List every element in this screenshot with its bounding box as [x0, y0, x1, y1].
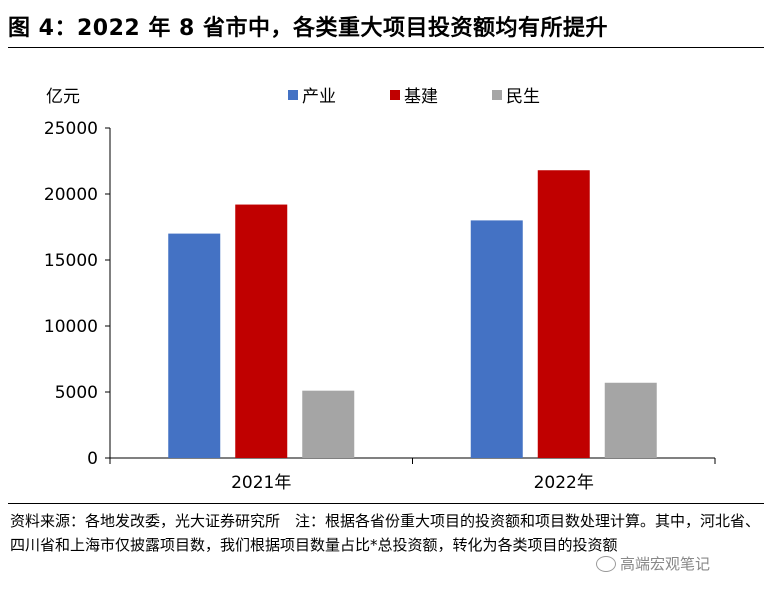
y-tick-label: 25000: [44, 119, 98, 139]
bar-chart: 0 5000 10000 15000 20000 25000 2021年 2022年: [44, 119, 716, 493]
legend-label-infrastructure: 基建: [404, 87, 438, 107]
y-tick-label: 20000: [44, 185, 98, 205]
y-tick-label: 15000: [44, 251, 98, 271]
watermark: 高端宏观笔记: [596, 553, 710, 574]
watermark-text: 高端宏观笔记: [620, 555, 711, 573]
bar-industry-1: [470, 220, 523, 458]
bar-industry-0: [168, 233, 221, 458]
bar-infrastructure-1: [537, 170, 590, 459]
y-tick-label: 5000: [55, 383, 98, 403]
x-tick-label: 2021年: [231, 473, 291, 493]
figure-title: 图 4：2022 年 8 省市中，各类重大项目投资额均有所提升: [8, 16, 608, 41]
legend-item-industry: 产业: [288, 82, 336, 107]
bar-livelihood-0: [302, 390, 355, 458]
x-tick-label: 2022年: [534, 473, 594, 493]
y-axis-unit-label: 亿元: [46, 87, 80, 107]
legend-swatch-industry: [288, 89, 298, 100]
title-rule: [8, 47, 764, 48]
legend-label-livelihood: 民生: [506, 87, 540, 107]
legend-item-infrastructure: 基建: [390, 82, 438, 107]
legend-item-livelihood: 民生: [492, 82, 540, 107]
source-note: 资料来源：各地发改委，光大证券研究所 注：根据各省份重大项目的投资额和项目数处理…: [10, 512, 761, 554]
bar-infrastructure-0: [235, 204, 288, 458]
y-tick-label: 10000: [44, 317, 98, 337]
legend-label-industry: 产业: [302, 87, 336, 107]
footer-rule: [8, 503, 764, 504]
wechat-icon: [596, 555, 616, 572]
bar-livelihood-1: [604, 382, 657, 458]
legend-swatch-infrastructure: [390, 89, 400, 100]
legend-swatch-livelihood: [492, 89, 502, 100]
y-tick-label: 0: [87, 449, 98, 469]
